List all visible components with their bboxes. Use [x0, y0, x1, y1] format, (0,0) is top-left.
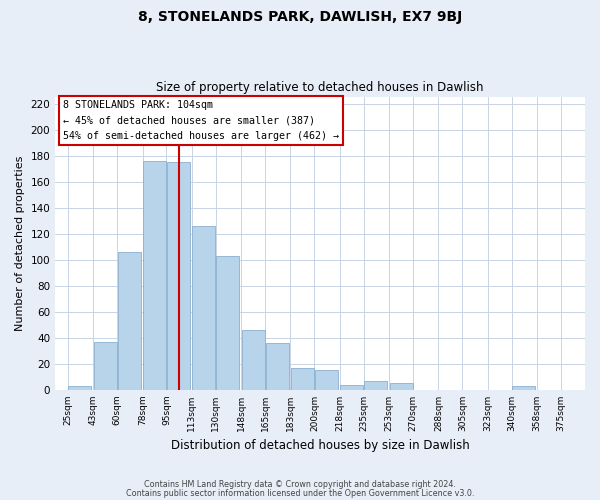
Bar — [68, 386, 91, 390]
X-axis label: Distribution of detached houses by size in Dawlish: Distribution of detached houses by size … — [171, 440, 469, 452]
Bar — [242, 330, 265, 390]
Bar — [340, 384, 363, 390]
Bar — [291, 368, 314, 390]
Bar — [512, 386, 535, 390]
Bar — [94, 342, 116, 390]
Bar — [389, 384, 413, 390]
Text: 8 STONELANDS PARK: 104sqm
← 45% of detached houses are smaller (387)
54% of semi: 8 STONELANDS PARK: 104sqm ← 45% of detac… — [63, 100, 339, 141]
Bar — [266, 343, 289, 390]
Text: 8, STONELANDS PARK, DAWLISH, EX7 9BJ: 8, STONELANDS PARK, DAWLISH, EX7 9BJ — [138, 10, 462, 24]
Y-axis label: Number of detached properties: Number of detached properties — [15, 156, 25, 331]
Bar — [364, 381, 387, 390]
Text: Contains HM Land Registry data © Crown copyright and database right 2024.: Contains HM Land Registry data © Crown c… — [144, 480, 456, 489]
Bar — [217, 256, 239, 390]
Bar — [118, 252, 140, 390]
Bar — [315, 370, 338, 390]
Title: Size of property relative to detached houses in Dawlish: Size of property relative to detached ho… — [157, 82, 484, 94]
Bar — [167, 162, 190, 390]
Bar — [193, 226, 215, 390]
Bar — [143, 161, 166, 390]
Text: Contains public sector information licensed under the Open Government Licence v3: Contains public sector information licen… — [126, 488, 474, 498]
